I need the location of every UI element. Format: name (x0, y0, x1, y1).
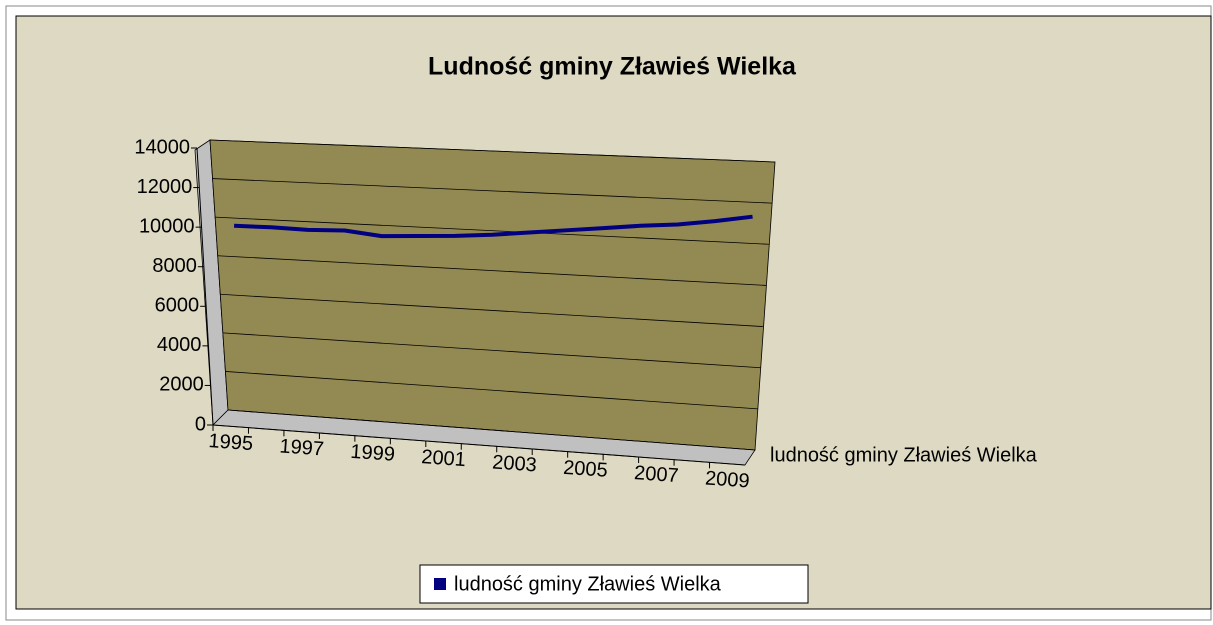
grid-line (220, 293, 764, 327)
grid-line (222, 332, 761, 369)
y-tick-label: 6000 (155, 295, 200, 317)
y-tick-label: 10000 (139, 215, 195, 237)
x-tick-label: 2005 (562, 457, 608, 482)
x-tick-label: 2007 (633, 462, 679, 487)
x-tick-label: 1995 (208, 430, 254, 455)
legend (419, 564, 809, 604)
series-line (234, 214, 753, 239)
x-tick-label: 1999 (350, 441, 396, 466)
chart-title: Ludność gminy Zławieś Wielka (428, 53, 797, 81)
y-tick-label: 14000 (134, 136, 190, 158)
x-tick-label: 2001 (421, 446, 467, 471)
y-tick-label: 0 (195, 413, 206, 435)
y-tick-label: 12000 (137, 176, 193, 198)
grid-line (212, 178, 773, 204)
legend-swatch (434, 578, 446, 590)
depth-axis-label: ludność gminy Zławieś Wielka (770, 444, 1038, 466)
y-tick-label: 8000 (152, 255, 197, 277)
x-tick-label: 2009 (704, 467, 750, 492)
grid-line (217, 255, 767, 286)
grid-line (225, 371, 758, 410)
y-tick-label: 4000 (157, 334, 202, 356)
grid-line (215, 216, 770, 245)
y-tick-label: 2000 (159, 374, 204, 396)
back-wall (209, 139, 776, 451)
x-tick-label: 2003 (492, 451, 538, 476)
legend-label: ludność gminy Zławieś Wielka (454, 573, 722, 595)
y-axis (196, 147, 214, 426)
x-axis (212, 424, 746, 466)
grid-line (209, 139, 776, 163)
grid-line (227, 409, 756, 451)
x-tick-label: 1997 (279, 435, 325, 460)
